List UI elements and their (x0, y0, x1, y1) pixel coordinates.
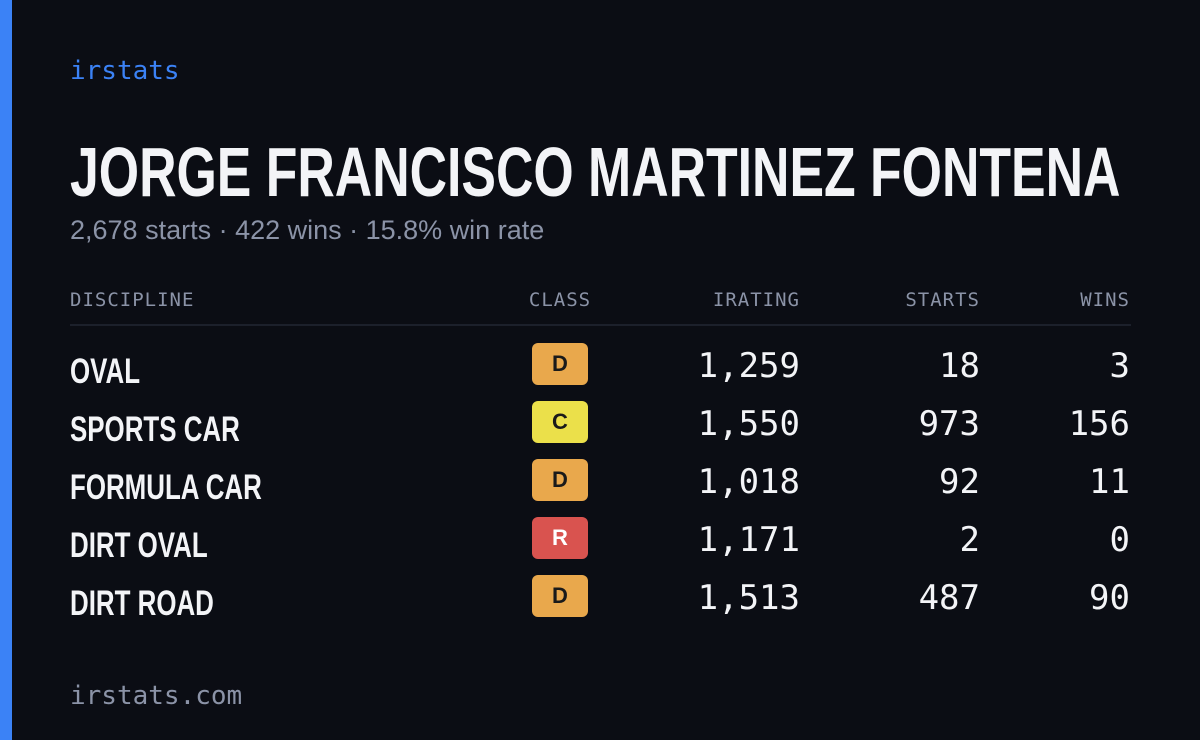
irating: 1,259 (697, 346, 800, 386)
irating: 1,513 (697, 578, 800, 618)
starts: 18 (939, 346, 980, 386)
discipline: DIRT ROAD (70, 584, 214, 623)
wins: 156 (1068, 404, 1130, 444)
irating: 1,018 (697, 462, 800, 502)
discipline: DIRT OVAL (70, 526, 208, 565)
wins: 90 (1089, 578, 1130, 618)
column-header: STARTS (905, 289, 980, 311)
starts: 92 (939, 462, 980, 502)
class-badge: R (532, 517, 588, 559)
discipline: OVAL (70, 352, 141, 391)
class-badge: C (532, 401, 588, 443)
accent-bar (0, 0, 12, 740)
starts: 973 (918, 404, 980, 444)
class-badge: D (532, 459, 588, 501)
column-header: DISCIPLINE (70, 289, 195, 311)
irating: 1,550 (697, 404, 800, 444)
starts: 487 (918, 578, 980, 618)
column-header: WINS (1080, 289, 1130, 311)
wins: 11 (1089, 462, 1130, 502)
summary: 2,678 starts · 422 wins · 15.8% win rate (70, 215, 545, 245)
header-rule (70, 324, 1131, 326)
discipline: FORMULA CAR (70, 468, 262, 507)
driver-name: JORGE FRANCISCO MARTINEZ FONTENA (70, 133, 1121, 211)
wins: 0 (1109, 520, 1130, 560)
column-header: CLASS (528, 289, 592, 311)
discipline: SPORTS CAR (70, 410, 240, 449)
brand: irstats (70, 56, 180, 86)
class-badge: D (532, 575, 588, 617)
footer: irstats.com (70, 681, 243, 711)
wins: 3 (1109, 346, 1130, 386)
class-badge: D (532, 343, 588, 385)
column-header: IRATING (712, 289, 800, 311)
starts: 2 (959, 520, 980, 560)
irating: 1,171 (697, 520, 800, 560)
